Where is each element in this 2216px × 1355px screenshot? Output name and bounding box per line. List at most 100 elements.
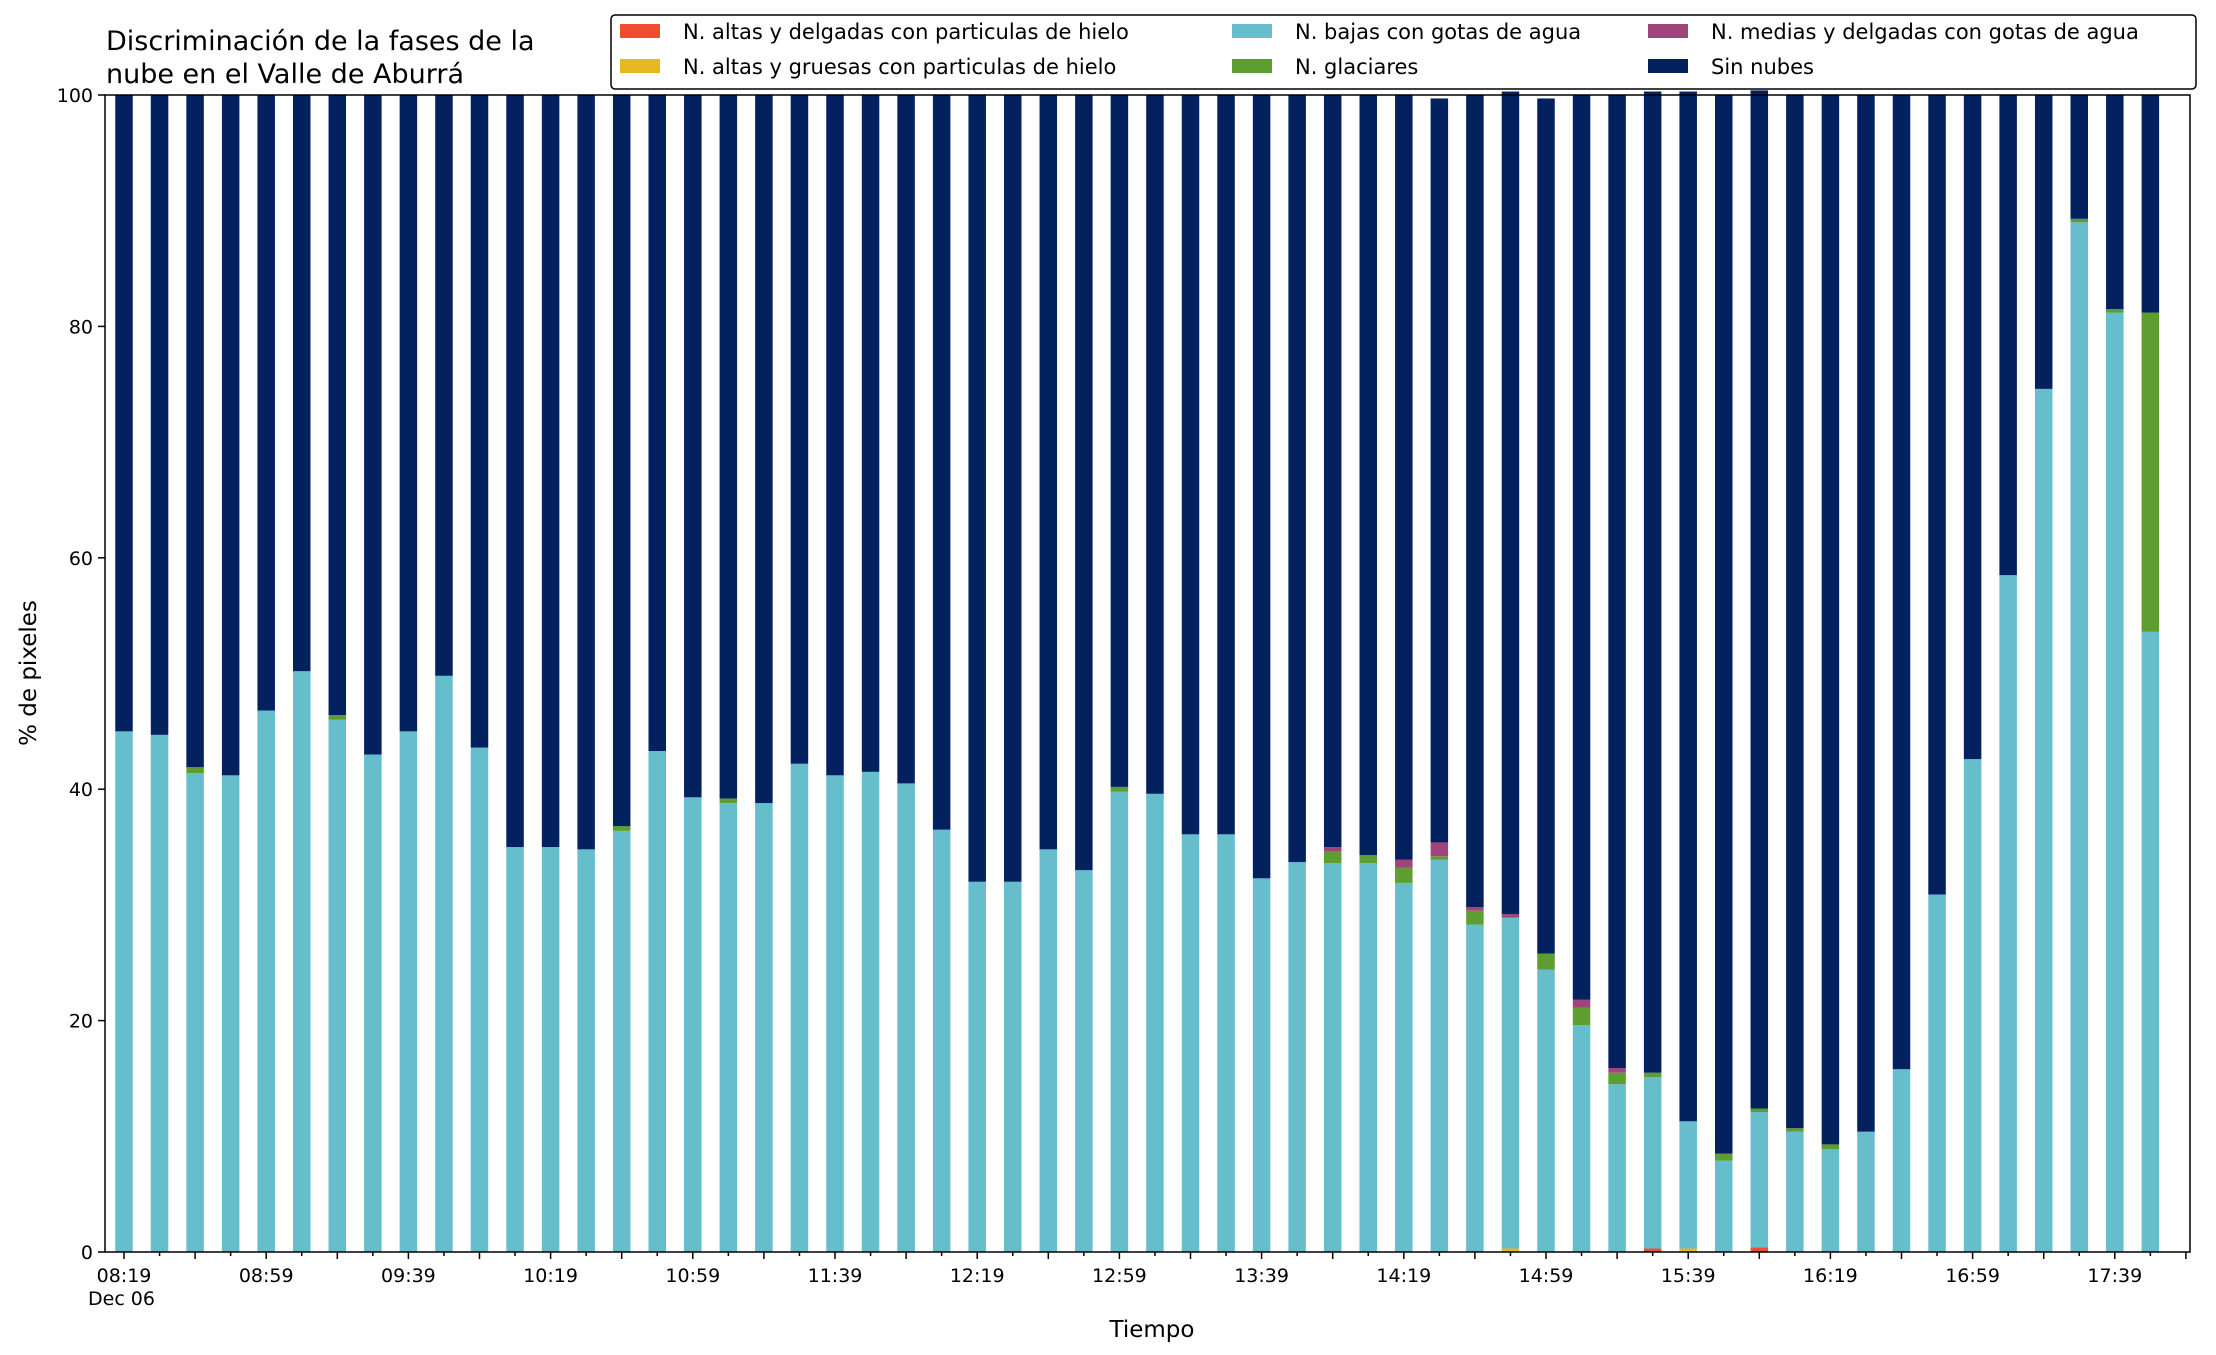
bar-segment-3-40 <box>1537 953 1555 970</box>
bar-segment-2-25 <box>1004 881 1022 1252</box>
x-tick-label: 14:19 <box>1376 1265 1431 1287</box>
bar-segment-5-27 <box>1075 95 1093 871</box>
y-tick-label: 0 <box>81 1242 93 1264</box>
bar-segment-0-43 <box>1643 1248 1662 1252</box>
bar-segment-2-42 <box>1608 1084 1626 1252</box>
bar-segment-2-40 <box>1537 969 1555 1252</box>
bar-segment-5-28 <box>1110 95 1129 787</box>
bar-segment-5-35 <box>1359 95 1377 856</box>
bar-segment-4-34 <box>1323 847 1342 852</box>
bar-segment-3-17 <box>719 798 738 804</box>
bar-segment-2-5 <box>293 671 311 1252</box>
bar-segment-2-0 <box>115 731 133 1252</box>
bar-segment-3-41 <box>1572 1007 1591 1026</box>
bar-segment-5-30 <box>1181 95 1200 835</box>
bar-segment-5-55 <box>2070 95 2088 219</box>
y-tick-label: 100 <box>57 85 93 107</box>
legend-label-0: N. altas y delgadas con particulas de hi… <box>683 20 1129 44</box>
y-axis-label: % de pixeles <box>16 600 42 746</box>
bar-segment-2-31 <box>1217 834 1235 1252</box>
bar-segment-5-49 <box>1857 95 1875 1132</box>
bar-segment-3-48 <box>1821 1144 1840 1150</box>
bar-segment-2-23 <box>932 829 951 1252</box>
bar-segment-5-47 <box>1786 95 1804 1129</box>
bars-group <box>115 90 2160 1252</box>
legend-swatch-0 <box>620 24 660 38</box>
bar-segment-3-45 <box>1715 1153 1733 1161</box>
bar-segment-5-22 <box>897 95 915 784</box>
x-axis: 08:19 08:59 09:39 10:19 10:59 11:39 12:19 12:59… <box>88 1252 2187 1310</box>
bar-segment-3-46 <box>1750 1108 1769 1112</box>
bar-segment-2-30 <box>1181 834 1200 1252</box>
bar-segment-2-55 <box>2070 222 2088 1252</box>
bar-segment-5-33 <box>1288 95 1306 863</box>
legend-label-3: N. glaciares <box>1295 55 1418 79</box>
bar-segment-5-43 <box>1643 91 1662 1073</box>
bar-segment-2-18 <box>755 803 773 1252</box>
bar-segment-2-20 <box>826 775 844 1252</box>
bar-segment-5-50 <box>1892 95 1911 1070</box>
bar-segment-2-46 <box>1750 1112 1769 1248</box>
bar-segment-5-12 <box>541 95 560 848</box>
legend-swatch-5 <box>1648 59 1688 73</box>
bar-segment-2-11 <box>506 847 524 1252</box>
bar-segment-5-32 <box>1252 95 1271 879</box>
bar-segment-3-35 <box>1359 855 1377 864</box>
plot-frame <box>104 94 2191 1253</box>
legend-swatch-1 <box>620 59 660 73</box>
bar-segment-1-39 <box>1501 1248 1520 1252</box>
bar-segment-5-53 <box>1999 95 2017 576</box>
bar-segment-5-1 <box>150 95 169 735</box>
bar-segment-2-52 <box>1963 759 1982 1252</box>
bar-segment-2-34 <box>1323 863 1342 1252</box>
bar-segment-5-31 <box>1217 95 1235 835</box>
bar-segment-5-0 <box>115 95 133 732</box>
legend-swatch-4 <box>1648 24 1688 38</box>
bar-segment-2-32 <box>1252 878 1271 1252</box>
bar-segment-5-21 <box>861 95 880 772</box>
bar-segment-5-37 <box>1430 98 1449 843</box>
x-tick-label: 14:59 <box>1519 1265 1574 1287</box>
x-tick-label: 10:59 <box>665 1265 720 1287</box>
x-tick-label: 12:19 <box>950 1265 1005 1287</box>
bar-segment-2-33 <box>1288 862 1306 1252</box>
bar-segment-2-38 <box>1466 924 1484 1252</box>
bar-segment-2-26 <box>1039 849 1058 1252</box>
bar-segment-5-29 <box>1146 95 1164 794</box>
bar-segment-5-17 <box>719 95 738 799</box>
bar-segment-5-3 <box>221 95 240 776</box>
bar-segment-3-6 <box>328 715 347 720</box>
bar-segment-2-28 <box>1110 791 1129 1252</box>
bar-segment-2-12 <box>541 847 560 1252</box>
x-tick-label: 16:19 <box>1803 1265 1858 1287</box>
bar-segment-4-41 <box>1572 999 1591 1008</box>
bar-segment-5-6 <box>328 95 347 716</box>
bar-segment-5-23 <box>932 95 951 830</box>
bar-segment-5-38 <box>1466 95 1484 908</box>
bar-segment-2-17 <box>719 803 738 1252</box>
legend-label-2: N. bajas con gotas de agua <box>1295 20 1581 44</box>
bar-segment-5-11 <box>506 95 524 848</box>
bar-segment-4-42 <box>1608 1068 1626 1073</box>
bar-segment-5-14 <box>612 95 631 827</box>
bar-segment-5-9 <box>435 95 453 676</box>
bar-segment-2-54 <box>2034 388 2053 1252</box>
bar-segment-4-39 <box>1501 914 1520 918</box>
bar-segment-5-5 <box>293 95 311 672</box>
bar-segment-2-36 <box>1395 882 1413 1252</box>
legend: N. altas y delgadas con particulas de hi… <box>610 14 2197 90</box>
bar-segment-5-34 <box>1323 95 1342 848</box>
bar-segment-3-2 <box>186 767 204 773</box>
bar-segment-5-51 <box>1928 95 1946 895</box>
bar-segment-5-39 <box>1501 91 1520 915</box>
bar-segment-3-56 <box>2106 309 2124 313</box>
y-tick-label: 20 <box>69 1011 93 1033</box>
x-tick-label: 11:39 <box>808 1265 863 1287</box>
bar-segment-2-9 <box>435 675 453 1252</box>
bar-segment-2-19 <box>790 763 809 1252</box>
bar-segment-2-57 <box>2141 631 2160 1252</box>
bar-segment-2-51 <box>1928 894 1946 1252</box>
x-tick-label: 16:59 <box>1945 1265 2000 1287</box>
bar-segment-5-16 <box>684 95 702 798</box>
bar-segment-2-7 <box>364 754 382 1252</box>
